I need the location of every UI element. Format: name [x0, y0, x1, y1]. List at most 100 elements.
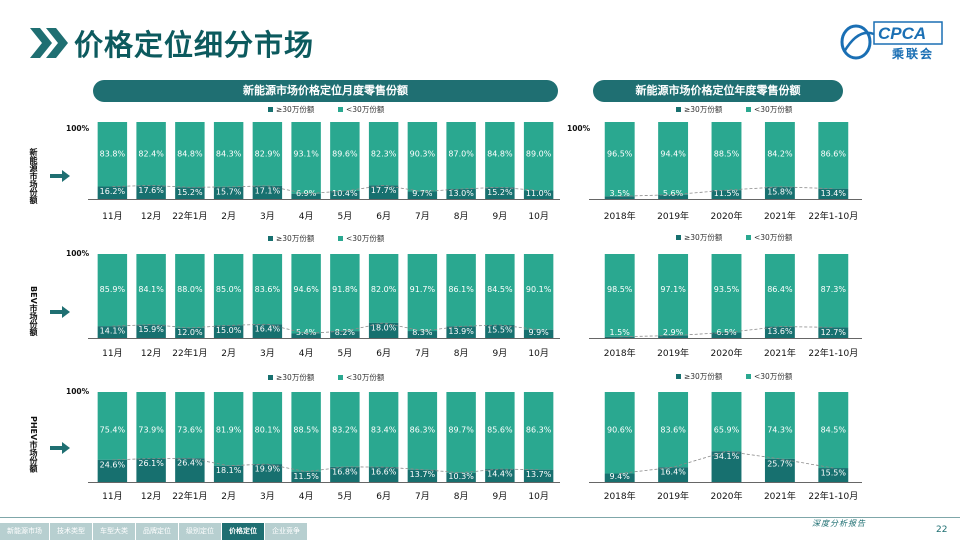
footer-nav-item[interactable]: 企业竞争 — [265, 523, 307, 540]
legend-label: ≥30万份额 — [684, 104, 723, 114]
category-label: 2021年 — [764, 347, 796, 359]
legend-swatch — [268, 236, 273, 241]
bar-segment-high — [330, 190, 360, 199]
bar-segment-low — [764, 254, 795, 327]
category-label: 12月 — [141, 211, 161, 222]
bar-segment-low — [604, 254, 635, 337]
data-label-low: 91.8% — [332, 285, 358, 294]
bar-segment-low — [330, 122, 360, 191]
cpca-logo-icon — [840, 21, 943, 60]
bar-segment-high — [330, 331, 360, 338]
category-label: 22年1月 — [172, 490, 207, 502]
category-label: 22年1月 — [172, 210, 207, 222]
category-label: 22年1-10月 — [808, 210, 858, 222]
data-label-low: 87.3% — [821, 285, 847, 294]
category-label: 2月 — [221, 211, 236, 222]
bar-segment-high — [291, 193, 321, 199]
data-label-high: 10.3% — [448, 472, 474, 481]
trend-line-high — [619, 186, 834, 197]
bar-segment-high — [523, 469, 554, 482]
page-number: 22 — [936, 525, 948, 535]
bar-segment-low — [136, 122, 166, 186]
bar-segment-high — [446, 326, 476, 338]
category-label: 2019年 — [657, 490, 689, 502]
bar-segment-low — [711, 122, 742, 191]
data-label-high: 3.5% — [610, 189, 631, 198]
bar-segment-high — [213, 186, 244, 199]
category-label: 8月 — [454, 348, 469, 359]
bar-segment-high — [658, 467, 689, 482]
footer-nav-item[interactable]: 价格定位 — [222, 523, 264, 540]
yearly-panel-title: 新能源市场价格定位年度零售份额 — [593, 80, 843, 102]
data-label-low: 82.0% — [371, 285, 397, 294]
data-label-low: 93.5% — [714, 285, 740, 294]
category-label: 7月 — [415, 491, 430, 502]
data-label-low: 84.8% — [487, 150, 513, 159]
data-label-low: 98.5% — [607, 285, 633, 294]
data-label-high: 15.2% — [487, 188, 513, 197]
category-label: 2021年 — [764, 490, 796, 502]
monthly-panel-title: 新能源市场价格定位月度零售份额 — [93, 80, 558, 102]
data-label-high: 8.3% — [412, 328, 433, 337]
data-label-high: 11.5% — [293, 472, 319, 481]
bar-segment-high — [764, 326, 795, 338]
footer-nav-item[interactable]: 级别定位 — [179, 523, 221, 540]
bar-segment-low — [252, 122, 283, 186]
data-label-high: 13.4% — [821, 189, 847, 198]
data-label-low: 86.3% — [410, 426, 436, 435]
bar-segment-low — [818, 122, 849, 189]
legend-label: ≥30万份额 — [684, 371, 723, 381]
footer-nav-item[interactable]: 新能源市场 — [0, 523, 49, 540]
category-label: 9月 — [493, 211, 508, 222]
data-label-low: 89.6% — [332, 150, 358, 159]
data-label-low: 90.6% — [607, 426, 633, 435]
bar-segment-high — [136, 324, 166, 338]
bar-segment-low — [252, 392, 283, 465]
bar-segment-low — [252, 254, 283, 325]
bar-segment-low — [175, 122, 205, 188]
data-label-high: 24.6% — [100, 460, 126, 469]
legend-swatch — [746, 235, 751, 240]
bar-segment-high — [604, 196, 635, 199]
data-label-low: 84.8% — [177, 150, 203, 159]
data-label-low: 82.9% — [255, 150, 281, 159]
legend-swatch — [338, 236, 343, 241]
category-label: 11月 — [102, 211, 122, 222]
category-label: 6月 — [376, 348, 391, 359]
data-label-low: 87.0% — [448, 150, 474, 159]
bar-segment-low — [764, 122, 795, 187]
footer-divider — [0, 517, 960, 518]
bar-segment-high — [407, 469, 438, 482]
trend-line-high — [112, 322, 539, 334]
data-label-low: 89.0% — [526, 150, 552, 159]
footer-nav-item[interactable]: 技术类型 — [50, 523, 92, 540]
bar-segment-low — [368, 122, 399, 186]
data-label-low: 90.3% — [410, 150, 436, 159]
category-label: 2019年 — [657, 347, 689, 359]
row-label-bev: BEV市场份额 — [29, 286, 38, 336]
footer-nav-item[interactable]: 车型大类 — [93, 523, 135, 540]
bar-segment-high — [97, 186, 128, 199]
data-label-low: 85.9% — [100, 285, 126, 294]
category-label: 22年1-10月 — [808, 347, 858, 359]
category-label: 8月 — [454, 491, 469, 502]
category-label: 7月 — [415, 211, 430, 222]
page-title: 价格定位细分市场 — [74, 28, 315, 62]
row-label-nev: 新能源市场份额 — [29, 148, 38, 204]
legend-label: <30万份额 — [754, 232, 793, 242]
data-label-high: 11.0% — [526, 189, 552, 198]
data-label-high: 16.4% — [255, 325, 281, 334]
data-label-high: 16.6% — [371, 468, 397, 477]
arrow-icon — [50, 306, 70, 318]
data-label-low: 65.9% — [714, 426, 740, 435]
data-label-high: 17.6% — [138, 186, 164, 195]
footer-nav-item[interactable]: 品牌定位 — [136, 523, 178, 540]
data-label-high: 9.7% — [412, 189, 433, 198]
data-label-high: 2.9% — [663, 328, 684, 337]
legend-label: <30万份额 — [754, 371, 793, 381]
data-label-low: 84.2% — [767, 150, 793, 159]
category-label: 2019年 — [657, 210, 689, 222]
bar-segment-high — [485, 324, 515, 338]
data-label-low: 85.0% — [216, 285, 242, 294]
